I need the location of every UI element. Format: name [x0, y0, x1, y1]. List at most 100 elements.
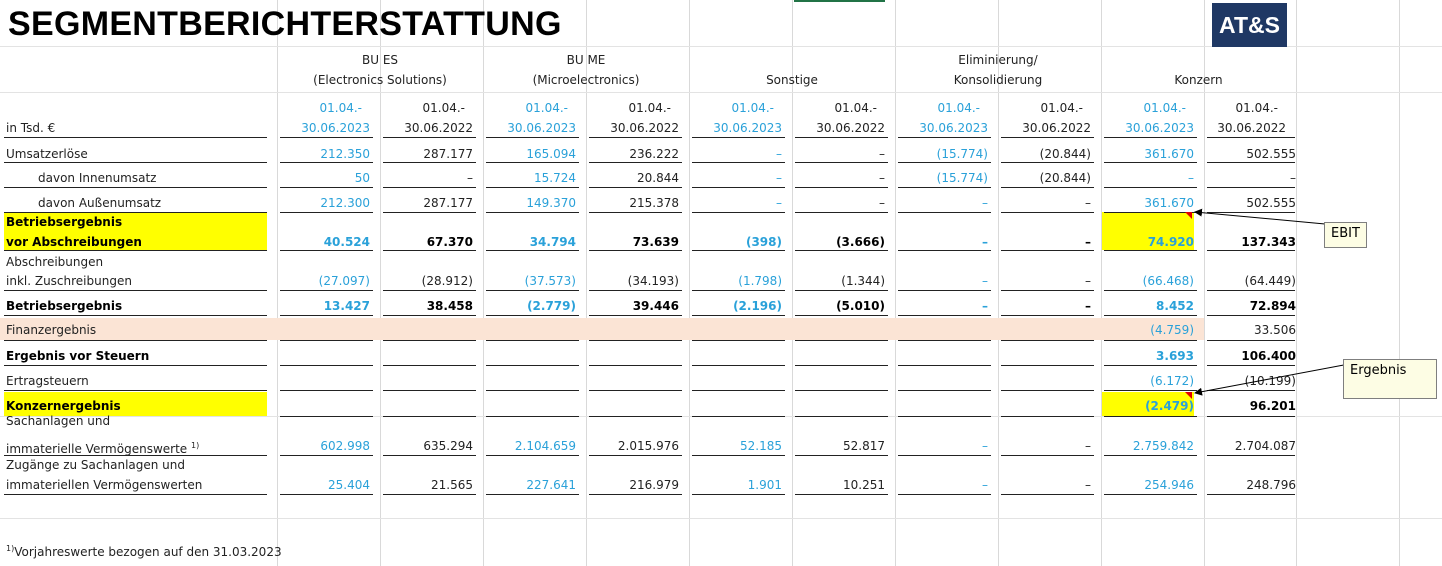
- table-cell[interactable]: (4.759): [1150, 323, 1194, 337]
- table-cell[interactable]: (1.344): [841, 274, 885, 288]
- table-cell[interactable]: 25.404: [328, 478, 370, 492]
- table-cell[interactable]: (20.844): [1039, 147, 1091, 161]
- table-cell[interactable]: –: [879, 196, 885, 210]
- table-cell[interactable]: –: [776, 196, 782, 210]
- row-separator: [4, 315, 267, 316]
- table-cell[interactable]: (6.172): [1150, 374, 1194, 388]
- table-cell[interactable]: 216.979: [629, 478, 679, 492]
- table-cell[interactable]: 67.370: [426, 235, 473, 249]
- ergebnis-comment[interactable]: Ergebnis: [1343, 359, 1437, 399]
- table-cell[interactable]: 212.300: [320, 196, 370, 210]
- table-cell[interactable]: 96.201: [1249, 399, 1296, 413]
- table-cell[interactable]: (3.666): [836, 235, 885, 249]
- table-cell[interactable]: 40.524: [323, 235, 370, 249]
- table-cell[interactable]: 2.759.842: [1132, 439, 1194, 453]
- table-cell[interactable]: 287.177: [423, 196, 473, 210]
- table-cell[interactable]: 50: [354, 171, 370, 185]
- table-cell[interactable]: (37.573): [524, 274, 576, 288]
- table-cell[interactable]: 137.343: [1241, 235, 1296, 249]
- table-cell[interactable]: (64.449): [1244, 274, 1296, 288]
- table-cell[interactable]: –: [982, 274, 988, 288]
- table-cell[interactable]: –: [1085, 274, 1091, 288]
- table-cell[interactable]: 10.251: [843, 478, 885, 492]
- table-cell[interactable]: –: [879, 147, 885, 161]
- table-cell[interactable]: 502.555: [1246, 196, 1296, 210]
- table-cell[interactable]: –: [982, 299, 988, 313]
- table-cell[interactable]: 248.796: [1246, 478, 1296, 492]
- table-cell[interactable]: 236.222: [629, 147, 679, 161]
- table-cell[interactable]: (1.798): [738, 274, 782, 288]
- ebit-comment[interactable]: EBIT: [1324, 222, 1367, 248]
- table-cell[interactable]: 15.724: [534, 171, 576, 185]
- table-cell[interactable]: 361.670: [1144, 196, 1194, 210]
- table-cell[interactable]: 2.104.659: [514, 439, 576, 453]
- table-cell[interactable]: (5.010): [836, 299, 885, 313]
- table-cell[interactable]: –: [467, 171, 473, 185]
- table-cell[interactable]: 254.946: [1144, 478, 1194, 492]
- table-cell[interactable]: 2.704.087: [1234, 439, 1296, 453]
- table-cell[interactable]: (15.774): [936, 147, 988, 161]
- table-cell[interactable]: 72.894: [1249, 299, 1296, 313]
- cell-underline: [692, 250, 785, 251]
- table-cell[interactable]: (27.097): [318, 274, 370, 288]
- row-label-zugaenge-2: immateriellen Vermögenswerten: [6, 478, 203, 492]
- cell-underline: [692, 212, 785, 213]
- table-cell[interactable]: 21.565: [431, 478, 473, 492]
- table-cell[interactable]: 52.817: [843, 439, 885, 453]
- highlight-ebitda-value: [1102, 212, 1194, 250]
- table-cell[interactable]: –: [1085, 439, 1091, 453]
- table-cell[interactable]: –: [1085, 478, 1091, 492]
- table-cell[interactable]: –: [982, 235, 988, 249]
- table-cell[interactable]: 215.378: [629, 196, 679, 210]
- table-cell[interactable]: –: [1085, 299, 1091, 313]
- table-cell[interactable]: 149.370: [526, 196, 576, 210]
- table-cell[interactable]: –: [1188, 171, 1194, 185]
- table-cell[interactable]: (10.199): [1244, 374, 1296, 388]
- cell-underline: [898, 212, 991, 213]
- table-cell[interactable]: (2.479): [1145, 399, 1194, 413]
- table-cell[interactable]: 635.294: [423, 439, 473, 453]
- table-cell[interactable]: (20.844): [1039, 171, 1091, 185]
- table-cell[interactable]: 20.844: [637, 171, 679, 185]
- table-cell[interactable]: 8.452: [1156, 299, 1194, 313]
- table-cell[interactable]: 38.458: [426, 299, 473, 313]
- table-cell[interactable]: 287.177: [423, 147, 473, 161]
- table-cell[interactable]: –: [776, 147, 782, 161]
- table-cell[interactable]: 212.350: [320, 147, 370, 161]
- table-cell[interactable]: 1.901: [747, 478, 782, 492]
- table-cell[interactable]: 227.641: [526, 478, 576, 492]
- table-cell[interactable]: –: [982, 439, 988, 453]
- table-cell[interactable]: 74.920: [1147, 235, 1194, 249]
- table-cell[interactable]: (66.468): [1142, 274, 1194, 288]
- table-cell[interactable]: –: [1085, 235, 1091, 249]
- table-cell[interactable]: 13.427: [323, 299, 370, 313]
- table-cell[interactable]: 33.506: [1254, 323, 1296, 337]
- table-cell[interactable]: 34.794: [529, 235, 576, 249]
- table-cell[interactable]: –: [982, 196, 988, 210]
- table-cell[interactable]: 3.693: [1156, 349, 1194, 363]
- table-cell[interactable]: (28.912): [421, 274, 473, 288]
- table-cell[interactable]: –: [1290, 171, 1296, 185]
- table-cell[interactable]: –: [1085, 196, 1091, 210]
- row-separator: [4, 290, 267, 291]
- table-cell[interactable]: 602.998: [320, 439, 370, 453]
- table-cell[interactable]: –: [879, 171, 885, 185]
- table-cell[interactable]: (2.196): [733, 299, 782, 313]
- table-cell[interactable]: (15.774): [936, 171, 988, 185]
- row-separator: [4, 162, 267, 163]
- table-cell[interactable]: (2.779): [527, 299, 576, 313]
- table-cell[interactable]: –: [982, 478, 988, 492]
- table-cell[interactable]: 502.555: [1246, 147, 1296, 161]
- table-cell[interactable]: 52.185: [740, 439, 782, 453]
- table-cell[interactable]: 165.094: [526, 147, 576, 161]
- table-cell[interactable]: (34.193): [627, 274, 679, 288]
- table-cell[interactable]: 106.400: [1241, 349, 1296, 363]
- table-cell[interactable]: 73.639: [632, 235, 679, 249]
- table-cell[interactable]: 2.015.976: [617, 439, 679, 453]
- table-cell[interactable]: –: [776, 171, 782, 185]
- table-cell[interactable]: (398): [745, 235, 782, 249]
- table-cell[interactable]: 361.670: [1144, 147, 1194, 161]
- table-cell[interactable]: 39.446: [632, 299, 679, 313]
